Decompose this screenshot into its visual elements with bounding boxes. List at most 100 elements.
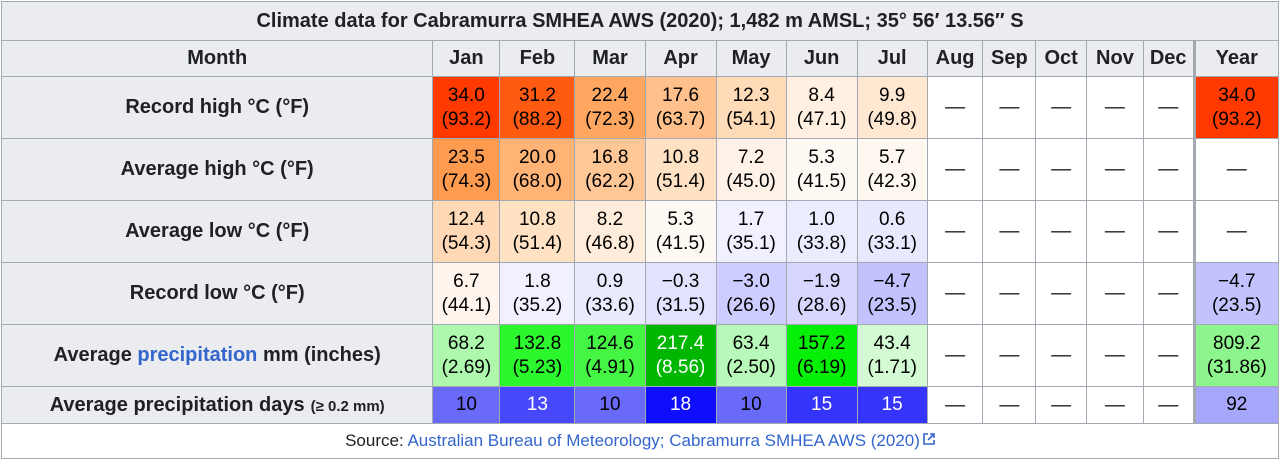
value-cell: 34.0 (93.2)	[432, 76, 501, 139]
value-cell: 63.4 (2.50)	[715, 324, 787, 387]
fahrenheit-value: (51.4)	[655, 170, 706, 192]
source-prefix: Source:	[345, 431, 408, 450]
celsius-value: 217.4	[656, 332, 705, 354]
table-row: Average low °C (°F) 12.4 (54.3) 10.8 (51.4) 8…	[0, 200, 1280, 263]
value-cell: 6.7 (44.1)	[432, 262, 501, 325]
fahrenheit-value: (2.69)	[441, 356, 492, 378]
fahrenheit-value: (28.6)	[796, 294, 847, 316]
fahrenheit-value: (49.8)	[867, 108, 917, 130]
celsius-value: 31.2	[518, 84, 556, 106]
value-cell: 18	[644, 386, 717, 424]
month-header-aug: Aug	[926, 40, 984, 77]
fahrenheit-value: (31.5)	[655, 294, 706, 316]
value-cell: −0.3 (31.5)	[644, 262, 717, 325]
row-header-label: Average precipitation days	[49, 393, 305, 416]
value-cell: 1.8 (35.2)	[499, 262, 576, 325]
empty-value-cell: —	[926, 262, 984, 325]
source-link[interactable]: Australian Bureau of Meteorology; Cabram…	[407, 431, 920, 450]
table-row: Average precipitation days (≥ 0.2 mm) 10 13…	[0, 386, 1280, 424]
empty-value-cell: —	[1035, 386, 1088, 424]
empty-value-cell: —	[1142, 200, 1195, 263]
empty-value-cell: —	[926, 76, 984, 139]
celsius-value: 5.3	[667, 208, 694, 230]
empty-value-cell: —	[1142, 386, 1195, 424]
value-cell: −3.0 (26.6)	[715, 262, 787, 325]
celsius-value: 0.6	[878, 208, 906, 230]
fahrenheit-value: (23.5)	[1211, 294, 1262, 316]
empty-value-cell: —	[1086, 200, 1144, 263]
value-cell: 10	[432, 386, 501, 424]
empty-value-cell: —	[982, 200, 1037, 263]
month-header-jun: Jun	[785, 40, 858, 77]
celsius-value: 16.8	[591, 146, 629, 168]
empty-value-cell: —	[982, 386, 1037, 424]
value-cell: 16.8 (62.2)	[574, 138, 646, 201]
celsius-value: −1.9	[802, 270, 841, 292]
row-header: Record low °C (°F)	[0, 262, 434, 325]
table-row: Record high °C (°F) 34.0 (93.2) 31.2 (88.2) 2…	[0, 76, 1280, 139]
fahrenheit-value: (68.0)	[512, 170, 563, 192]
celsius-value: −0.3	[661, 270, 700, 292]
value-cell: 5.3 (41.5)	[785, 138, 858, 201]
fahrenheit-value: (44.1)	[441, 294, 492, 316]
celsius-value: 5.3	[808, 146, 835, 168]
value-cell: 12.3 (54.1)	[715, 76, 787, 139]
fahrenheit-value: (72.3)	[585, 108, 635, 130]
fahrenheit-value: (51.4)	[512, 232, 563, 254]
celsius-value: 7.2	[737, 146, 765, 168]
empty-value-cell: —	[1086, 262, 1144, 325]
value-cell: −1.9 (28.6)	[785, 262, 858, 325]
celsius-value: 34.0	[1218, 84, 1256, 106]
month-column-header: Month	[0, 40, 434, 77]
fahrenheit-value: (2.50)	[726, 356, 776, 378]
row-header-threshold: (≥ 0.2 mm)	[310, 397, 385, 415]
celsius-value: −4.7	[1218, 270, 1256, 292]
value-cell: 0.6 (33.1)	[856, 200, 928, 263]
celsius-value: 132.8	[513, 332, 562, 354]
celsius-value: −3.0	[732, 270, 770, 292]
celsius-value: 124.6	[586, 332, 634, 354]
value-cell: 31.2 (88.2)	[499, 76, 576, 139]
empty-value-cell: —	[1086, 76, 1144, 139]
fahrenheit-value: (54.1)	[726, 108, 776, 130]
empty-value-cell: —	[926, 324, 984, 387]
celsius-value: 63.4	[732, 332, 770, 354]
source-line: Source: Australian Bureau of Meteorology…	[1, 423, 1279, 459]
row-header-suffix: mm (inches)	[257, 344, 381, 366]
fahrenheit-value: (26.6)	[726, 294, 776, 316]
empty-value-cell: —	[982, 324, 1037, 387]
celsius-value: 1.8	[524, 270, 551, 292]
row-header-prefix: Average	[53, 344, 138, 366]
empty-value-cell: —	[982, 262, 1037, 325]
empty-value-cell: —	[1192, 138, 1280, 201]
empty-value-cell: —	[1142, 262, 1195, 325]
header-row: Month Jan Feb Mar Apr May Jun Jul Aug Sep Oct Nov D…	[0, 40, 1280, 77]
celsius-value: 20.0	[518, 146, 556, 168]
row-header: Average high °C (°F)	[0, 138, 434, 201]
value-cell: 132.8 (5.23)	[499, 324, 576, 387]
fahrenheit-value: (35.2)	[512, 294, 563, 316]
external-link-icon	[923, 433, 935, 445]
fahrenheit-value: (88.2)	[512, 108, 563, 130]
value-cell: 43.4 (1.71)	[856, 324, 928, 387]
row-header: Average low °C (°F)	[0, 200, 434, 263]
value-cell: 22.4 (72.3)	[574, 76, 646, 139]
value-cell: 7.2 (45.0)	[715, 138, 787, 201]
celsius-value: 23.5	[447, 146, 485, 168]
precipitation-link[interactable]: precipitation	[137, 344, 258, 366]
fahrenheit-value: (63.7)	[655, 108, 706, 130]
celsius-value: 8.2	[596, 208, 624, 230]
celsius-value: 1.7	[737, 208, 765, 230]
month-header-sep: Sep	[982, 40, 1037, 77]
empty-value-cell: —	[1142, 76, 1195, 139]
year-value-cell: 34.0 (93.2)	[1192, 76, 1280, 139]
celsius-value: 1.0	[808, 208, 835, 230]
value-cell: 68.2 (2.69)	[432, 324, 501, 387]
celsius-value: −4.7	[873, 270, 911, 292]
value-cell: 17.6 (63.7)	[644, 76, 717, 139]
value-cell: 5.3 (41.5)	[644, 200, 717, 263]
celsius-value: 12.4	[447, 208, 485, 230]
fahrenheit-value: (33.8)	[796, 232, 847, 254]
value-cell: 10.8 (51.4)	[499, 200, 576, 263]
celsius-value: 809.2	[1213, 332, 1261, 354]
